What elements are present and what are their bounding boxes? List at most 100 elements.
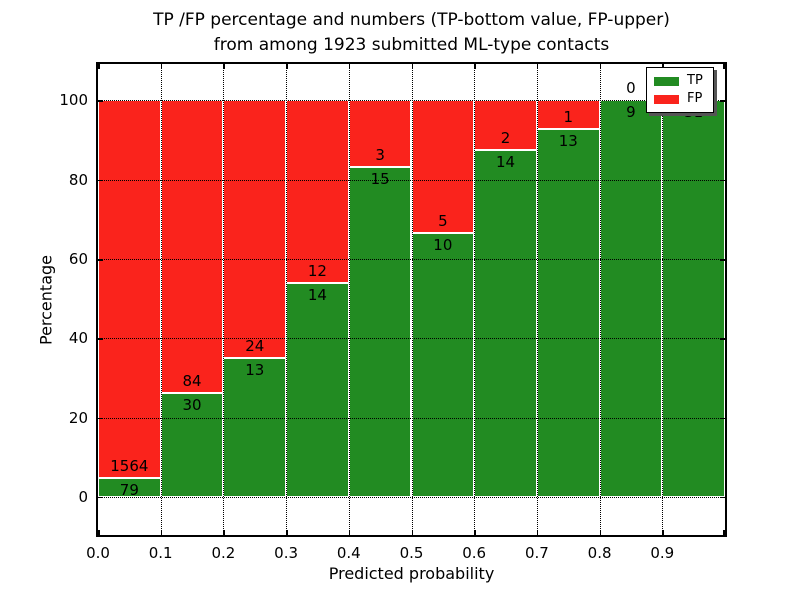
legend-item-tp: TP: [654, 74, 706, 88]
x-tickmark-top-9: [662, 64, 664, 69]
x-tickmark-top-0: [98, 64, 100, 69]
legend-item-fp: FP: [654, 92, 706, 106]
x-tick-label-0.8: 0.8: [587, 544, 612, 562]
bar-segment-tp-7: [536, 128, 600, 497]
gridline-v-0.8: [599, 64, 601, 535]
bar-label-tp-5: 10: [433, 235, 453, 254]
y-tickmark-right-40: [720, 338, 725, 340]
y-tickmark-right-0: [720, 496, 725, 499]
chart-title: TP /FP percentage and numbers (TP-bottom…: [96, 8, 727, 58]
y-tickmark-left-40: [98, 338, 103, 340]
x-tickmark-bottom-9: [662, 530, 664, 535]
gridline-v-0.2: [223, 64, 225, 535]
x-tickmark-top-5: [411, 64, 413, 69]
x-axis-label: Predicted probability: [328, 564, 495, 583]
x-tickmark-top-4: [348, 64, 351, 69]
x-tickmark-top-7: [536, 64, 539, 69]
y-tick-label-40: 40: [68, 329, 88, 348]
bar-label-tp-7: 13: [558, 131, 578, 150]
legend: TP FP: [646, 67, 714, 113]
bar-label-fp-3: 12: [307, 262, 327, 281]
y-tickmark-left-100: [98, 100, 103, 102]
fp-legend-swatch: [654, 94, 679, 104]
x-tickmark-top-10: [723, 64, 725, 69]
x-tick-label-0.6: 0.6: [462, 544, 487, 562]
x-tickmark-bottom-0: [98, 530, 100, 535]
bar-label-fp-2: 24: [245, 336, 265, 355]
gridline-v-0.5: [411, 64, 413, 535]
bar-label-tp-1: 30: [182, 395, 202, 414]
x-tickmark-bottom-7: [536, 530, 539, 535]
bar-segment-fp-4: [348, 100, 412, 167]
y-tickmark-left-80: [98, 179, 103, 182]
bar-segment-tp-3: [286, 283, 349, 497]
x-tickmark-bottom-8: [599, 530, 602, 535]
x-tick-label-0.2: 0.2: [211, 544, 236, 562]
bar-label-fp-1: 84: [182, 371, 202, 390]
bar-segment-fp-2: [223, 100, 287, 358]
tp-legend-label: TP: [687, 73, 703, 88]
fp-legend-label: FP: [687, 91, 703, 106]
x-tickmark-bottom-5: [411, 530, 413, 535]
x-tick-label-0.3: 0.3: [274, 544, 299, 562]
gridline-v-0.7: [536, 64, 538, 535]
gridline-v-0.3: [286, 64, 288, 535]
bar-segment-tp-8: [599, 100, 663, 497]
chart-title-line1: TP /FP percentage and numbers (TP-bottom…: [153, 10, 670, 30]
bar-segment-tp-4: [348, 166, 412, 497]
y-tick-label-20: 20: [68, 408, 88, 427]
bar-label-fp-5: 5: [438, 211, 448, 230]
bar-label-tp-6: 14: [495, 153, 516, 172]
chart-title-line2: from among 1923 submitted ML-type contac…: [213, 35, 610, 55]
x-tickmark-top-3: [286, 64, 288, 69]
bar-segment-fp-0: [98, 100, 161, 478]
y-tickmark-left-0: [98, 496, 103, 499]
y-tickmark-right-80: [720, 179, 725, 182]
y-tick-label-60: 60: [68, 250, 88, 269]
bar-segment-tp-6: [474, 150, 537, 497]
bar-label-fp-0: 1564: [110, 456, 149, 475]
bar-label-tp-4: 15: [370, 169, 390, 188]
bar-label-fp-4: 3: [375, 145, 385, 164]
y-tickmark-left-20: [98, 417, 103, 420]
x-tickmark-bottom-10: [723, 530, 725, 535]
bar-label-tp-0: 79: [119, 480, 139, 499]
gridline-v-0.9: [662, 64, 664, 535]
x-tickmark-bottom-6: [474, 530, 476, 535]
x-tick-label-0.7: 0.7: [524, 544, 549, 562]
bar-segment-tp-5: [411, 232, 475, 497]
x-tickmark-top-6: [474, 64, 476, 69]
x-tick-label-0.5: 0.5: [399, 544, 424, 562]
gridline-v-0.4: [348, 64, 350, 535]
x-tickmark-bottom-4: [348, 530, 351, 535]
x-tick-label-0.1: 0.1: [148, 544, 173, 562]
x-tick-label-0.0: 0.0: [86, 544, 110, 562]
gridline-v-0.6: [474, 64, 476, 535]
x-tickmark-top-2: [223, 64, 225, 69]
y-tickmark-right-100: [720, 100, 725, 102]
x-tickmark-bottom-3: [286, 530, 288, 535]
bar-segment-fp-3: [286, 100, 349, 284]
y-tickmark-right-20: [720, 417, 725, 420]
plot-inner: 15647984302413121431551021411309031: [98, 64, 725, 535]
y-tick-label-100: 100: [59, 91, 88, 110]
bar-label-fp-6: 2: [500, 129, 511, 148]
bar-segment-tp-0: [98, 477, 161, 497]
bar-label-tp-2: 13: [245, 360, 265, 379]
y-tick-label-80: 80: [68, 170, 88, 189]
plot-area: 15647984302413121431551021411309031: [96, 62, 727, 537]
x-tickmark-bottom-1: [160, 530, 163, 535]
y-tickmark-right-60: [720, 259, 725, 261]
x-tickmark-top-1: [160, 64, 163, 69]
bar-label-fp-7: 1: [563, 107, 573, 126]
x-tick-label-0.9: 0.9: [650, 544, 675, 562]
gridline-v-0.1: [160, 64, 162, 535]
y-tick-label-0: 0: [78, 487, 88, 506]
x-tick-label-0.4: 0.4: [336, 544, 361, 562]
y-tickmark-left-60: [98, 259, 103, 261]
tp-legend-swatch: [654, 76, 679, 86]
bar-segment-tp-1: [160, 392, 224, 497]
x-tickmark-bottom-2: [223, 530, 225, 535]
x-tickmark-top-8: [599, 64, 602, 69]
